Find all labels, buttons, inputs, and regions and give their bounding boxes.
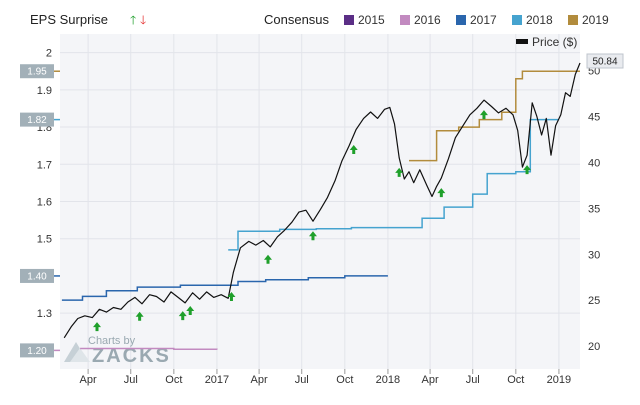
consensus-line-2018: [228, 118, 559, 251]
price-series-group: [63, 62, 581, 339]
legend-swatch-2015: [344, 15, 354, 25]
y-left-tick-label: 1.9: [37, 85, 52, 97]
consensus-badge: [20, 343, 54, 358]
x-tick-label: 2019: [547, 374, 571, 386]
consensus-badge-label: 1.82: [27, 115, 47, 126]
y-gridlines: [60, 52, 580, 314]
legend-label-2016: 2016: [414, 13, 441, 27]
consensus-badge-connector: [54, 349, 60, 352]
last-price-badge-label: 50.84: [592, 57, 617, 68]
y-right-tick-label: 45: [588, 112, 600, 124]
consensus-badge: [20, 268, 54, 283]
consensus-badge-label: 1.20: [27, 346, 47, 357]
legend-label-2017: 2017: [470, 13, 497, 27]
x-tick-label: Oct: [507, 374, 524, 386]
consensus-badge: [20, 112, 54, 127]
consensus-badge: [20, 64, 54, 79]
consensus-label: Consensus: [264, 12, 330, 27]
zacks-watermark: Charts by ZACKS: [64, 335, 171, 367]
eps-surprise-up-arrow-icon: [349, 144, 358, 154]
legend-swatch-2019: [568, 15, 578, 25]
y-right-tick-label: 50: [588, 66, 600, 78]
eps-surprise-up-arrow-icon: [227, 291, 236, 301]
eps-surprise-up-arrow-icon: [479, 110, 488, 120]
y-right-tick-label: 35: [588, 203, 600, 215]
x-tick-label: Jul: [295, 374, 309, 386]
consensus-badge-connector: [54, 70, 60, 72]
consensus-value-badges: 1.95 1.82 1.40 1.20: [20, 64, 60, 358]
eps-surprise-markers: [93, 110, 532, 332]
legend-label-2019: 2019: [582, 13, 609, 27]
x-tick-label: Jul: [466, 374, 480, 386]
consensus-series-group: [61, 70, 580, 351]
eps-surprise-up-arrow-icon: [437, 188, 446, 198]
y-left-tick-label: 1.3: [37, 308, 52, 320]
price-legend-label: Price ($): [532, 35, 577, 49]
legend-label-2015: 2015: [358, 13, 385, 27]
legend-swatch-2016: [400, 15, 410, 25]
x-tick-label: Apr: [422, 374, 439, 386]
x-tick-label: 2018: [376, 374, 400, 386]
eps-surprise-up-arrow-icon: [308, 231, 317, 241]
consensus-badge-connector: [54, 118, 60, 121]
y-left-tick-label: 1.7: [37, 159, 52, 171]
y-left-tick-label: 1.6: [37, 197, 52, 209]
x-tick-label: Oct: [336, 374, 353, 386]
eps-surprise-up-arrow-icon: [395, 167, 404, 177]
eps-up-arrow-icon: 🡑: [130, 13, 136, 27]
price-legend-swatch: [516, 39, 528, 44]
y-right-tick-label: 25: [588, 295, 600, 307]
x-tick-label: Oct: [165, 374, 182, 386]
y-right-tick-label: 40: [588, 157, 600, 169]
last-price-badge-box: [586, 53, 624, 69]
eps-surprise-up-arrow-icon: [135, 311, 144, 321]
y-left-tick-label: 1.5: [37, 234, 52, 246]
watermark-zacks: ZACKS: [92, 345, 171, 367]
eps-surprise-up-arrow-icon: [264, 254, 272, 264]
consensus-badge-connector: [54, 275, 60, 277]
eps-surprise-up-arrow-icon: [523, 165, 532, 175]
eps-down-arrow-icon: 🡓: [140, 13, 146, 27]
x-axis-ticks: Apr Jul Oct 2017 Apr Jul Oct 2018 Apr Jul Oct 2019: [80, 369, 571, 386]
eps-surprise-up-arrow-icon: [178, 311, 187, 321]
y-right-axis-ticks: 20 25 30 35 40 45 50: [588, 66, 600, 353]
x-tick-label: Apr: [80, 374, 97, 386]
x-tick-label: Jul: [124, 374, 138, 386]
price-legend: Price ($): [516, 35, 577, 49]
y-right-tick-label: 20: [588, 341, 600, 353]
consensus-legend: 2015 2016 2017 2018 2019: [344, 13, 609, 27]
y-right-tick-label: 30: [588, 249, 600, 261]
legend-swatch-2017: [456, 15, 466, 25]
consensus-badge-label: 1.95: [27, 67, 47, 78]
eps-surprise-up-arrow-icon: [93, 322, 102, 332]
x-tick-label: 2017: [205, 374, 229, 386]
consensus-line-2019: [409, 70, 580, 162]
last-price-badge: 50.84: [586, 53, 624, 69]
consensus-line-2016: [80, 347, 218, 351]
legend-swatch-2018: [512, 15, 522, 25]
eps-surprise-up-arrow-icon: [186, 305, 195, 315]
y-left-tick-label: 2: [46, 48, 52, 60]
watermark-charts-by: Charts by: [88, 335, 136, 347]
consensus-badge-label: 1.40: [27, 271, 47, 282]
x-tick-label: Apr: [251, 374, 268, 386]
consensus-line-2017: [61, 275, 388, 301]
eps-surprise-label: EPS Surprise: [30, 12, 108, 27]
legend-label-2018: 2018: [526, 13, 553, 27]
price-line: [63, 62, 581, 339]
